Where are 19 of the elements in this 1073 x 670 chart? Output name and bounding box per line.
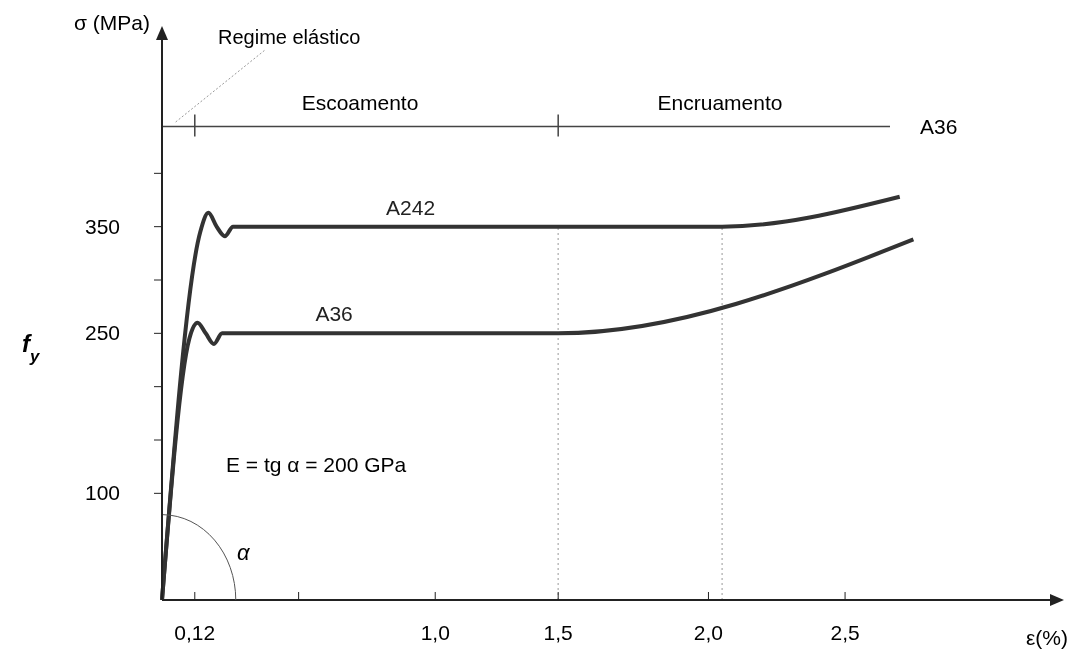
y-tick-label: 250 (84, 321, 120, 345)
x-tick-label: 2,0 (693, 621, 724, 644)
annotation: Escoamento (301, 91, 419, 114)
annotation: α (237, 540, 251, 565)
ref-line-label: A36 (920, 115, 958, 139)
text: f$_{y}$ (22, 330, 41, 366)
series-label: A36 (315, 302, 353, 326)
y-tick-label: 350 (84, 214, 120, 238)
x-axis-title: ε(%) (1025, 626, 1068, 649)
x-tick-label: 2,5 (830, 621, 860, 644)
y-tick-label: 100 (84, 481, 120, 505)
y-axis-title: σ (MPa) (74, 11, 150, 34)
x-tick-label: 1,0 (420, 621, 450, 644)
x-tick-label: 0,12 (174, 621, 216, 644)
annotation: Encruamento (657, 91, 783, 114)
series-label: A242 (386, 195, 436, 219)
annotation: E = tg α = 200 GPa (226, 453, 407, 476)
x-tick-label: 1,5 (543, 621, 573, 644)
annotation: Regime elástico (218, 26, 361, 48)
